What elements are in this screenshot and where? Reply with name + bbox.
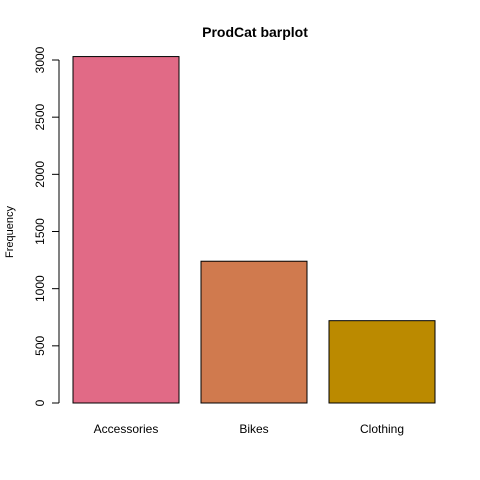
y-tick-label: 1500 — [33, 218, 47, 245]
y-axis-label: Frequency — [4, 206, 16, 258]
y-axis: 0 500 1000 1500 2000 2500 3000 — [33, 46, 60, 406]
category-label: Bikes — [239, 422, 268, 436]
category-label: Clothing — [360, 422, 404, 436]
category-labels: Accessories Bikes Clothing — [94, 422, 404, 436]
chart-title: ProdCat barplot — [202, 24, 308, 40]
y-tick-label: 3000 — [33, 46, 47, 73]
bar-accessories — [72, 56, 180, 404]
y-tick-label: 2500 — [33, 103, 47, 130]
y-tick-label: 500 — [33, 336, 47, 356]
y-tick-label: 1000 — [33, 275, 47, 302]
bar-clothing — [328, 320, 436, 404]
y-tick-label: 2000 — [33, 161, 47, 188]
bars-group — [72, 56, 436, 404]
y-tick-label: 0 — [33, 399, 47, 406]
bar-bikes — [200, 260, 308, 404]
category-label: Accessories — [94, 422, 159, 436]
